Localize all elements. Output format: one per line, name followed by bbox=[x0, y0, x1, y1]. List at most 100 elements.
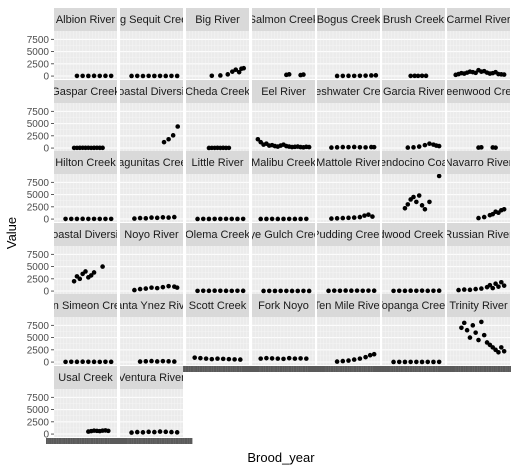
data-point bbox=[226, 145, 232, 151]
data-point bbox=[195, 288, 200, 294]
x-tick-label bbox=[479, 366, 482, 372]
data-point bbox=[496, 284, 501, 289]
y-tick-label: 2500 bbox=[27, 59, 50, 70]
x-tick-label bbox=[132, 438, 134, 444]
x-tick-label bbox=[314, 366, 316, 372]
x-tick-label bbox=[204, 366, 207, 372]
x-tick-label bbox=[399, 366, 401, 372]
x-tick-label bbox=[225, 366, 227, 372]
data-point bbox=[412, 73, 417, 79]
facet-panel: Fork Noyo bbox=[244, 294, 325, 372]
facet-strip-label: Pagunitas Creek bbox=[111, 157, 193, 169]
x-tick-label bbox=[402, 366, 404, 372]
data-point bbox=[203, 356, 209, 361]
facet-strip-label: Fork Noyo bbox=[258, 300, 309, 312]
data-point bbox=[292, 216, 298, 222]
panel-points bbox=[132, 283, 180, 293]
x-tick-label bbox=[123, 438, 125, 444]
facet-strip bbox=[54, 151, 117, 174]
data-point bbox=[100, 264, 105, 269]
facet-strip-label: Gaspar Creek bbox=[51, 86, 120, 98]
panel-points bbox=[63, 216, 114, 222]
data-point bbox=[149, 358, 154, 364]
x-tick-label bbox=[272, 366, 274, 372]
x-tick-label bbox=[47, 438, 49, 444]
data-point bbox=[83, 269, 88, 274]
data-point bbox=[419, 359, 425, 365]
x-tick-label bbox=[422, 366, 424, 372]
data-point bbox=[195, 216, 200, 222]
data-point bbox=[152, 73, 157, 79]
data-point bbox=[154, 285, 160, 291]
x-tick-label bbox=[339, 366, 341, 372]
panel-grid bbox=[317, 103, 380, 151]
x-tick-label bbox=[126, 438, 128, 444]
x-tick-label bbox=[63, 438, 66, 444]
x-tick-label bbox=[171, 438, 174, 444]
x-tick-label bbox=[182, 438, 184, 444]
facet-strip-label: Pudding Creek bbox=[312, 229, 385, 241]
x-tick-label bbox=[330, 366, 333, 372]
facet-panel: Big Sequit Creek bbox=[120, 8, 183, 79]
x-tick-label bbox=[186, 366, 189, 372]
data-point bbox=[340, 215, 346, 221]
x-tick-label bbox=[473, 366, 475, 372]
x-tick-label bbox=[389, 366, 391, 372]
data-point bbox=[108, 359, 114, 365]
facet-panel: Olema Creek bbox=[186, 223, 249, 294]
x-tick-label bbox=[188, 438, 190, 444]
panel-grid bbox=[382, 174, 445, 222]
data-point bbox=[238, 357, 243, 362]
y-tick-label: 0 bbox=[43, 215, 49, 226]
facet-strip bbox=[317, 80, 380, 103]
data-point bbox=[232, 357, 237, 362]
x-tick-label bbox=[482, 366, 484, 372]
x-tick-label bbox=[309, 366, 311, 372]
data-point bbox=[306, 288, 312, 294]
x-tick-label bbox=[298, 366, 301, 372]
x-tick-label bbox=[292, 366, 294, 372]
data-point bbox=[108, 73, 114, 79]
facet-panel: Mendocino Coast bbox=[382, 151, 445, 222]
data-point bbox=[137, 215, 143, 221]
x-tick-label bbox=[99, 438, 101, 444]
x-tick-label bbox=[242, 366, 245, 372]
data-point bbox=[235, 288, 240, 294]
data-point bbox=[284, 288, 289, 294]
data-point bbox=[501, 72, 507, 77]
x-tick-label bbox=[129, 438, 132, 444]
y-tick-label: 0 bbox=[43, 287, 49, 298]
x-tick-label bbox=[71, 438, 73, 444]
facet-panel: Freshwater Creek bbox=[317, 80, 380, 151]
data-point bbox=[240, 216, 246, 222]
data-point bbox=[363, 145, 368, 150]
facet-strip bbox=[120, 8, 183, 31]
data-point bbox=[467, 287, 473, 293]
x-tick-label bbox=[221, 366, 223, 372]
x-tick-label bbox=[433, 366, 436, 372]
x-tick-label bbox=[268, 366, 270, 372]
panel-points bbox=[405, 141, 442, 150]
data-point bbox=[464, 327, 470, 333]
data-point bbox=[396, 359, 402, 365]
x-tick-label bbox=[472, 366, 474, 372]
data-point bbox=[80, 73, 85, 79]
data-point bbox=[289, 288, 295, 294]
x-axis-ticks bbox=[244, 366, 325, 372]
data-point bbox=[370, 214, 375, 219]
data-point bbox=[490, 285, 496, 291]
data-point bbox=[360, 288, 366, 294]
data-point bbox=[218, 73, 223, 78]
x-tick-label bbox=[102, 438, 104, 444]
facet-strip-label: Ten Mile River bbox=[314, 300, 384, 312]
facet-strip-label: San Simeon Creek bbox=[39, 300, 132, 312]
facet-panel: Big River bbox=[186, 8, 249, 79]
x-tick-label bbox=[249, 366, 251, 372]
x-tick-label bbox=[67, 438, 70, 444]
x-tick-label bbox=[70, 438, 72, 444]
data-point bbox=[200, 216, 206, 222]
x-tick-label bbox=[377, 366, 380, 372]
x-tick-label bbox=[507, 366, 510, 372]
x-tick-label bbox=[440, 366, 442, 372]
